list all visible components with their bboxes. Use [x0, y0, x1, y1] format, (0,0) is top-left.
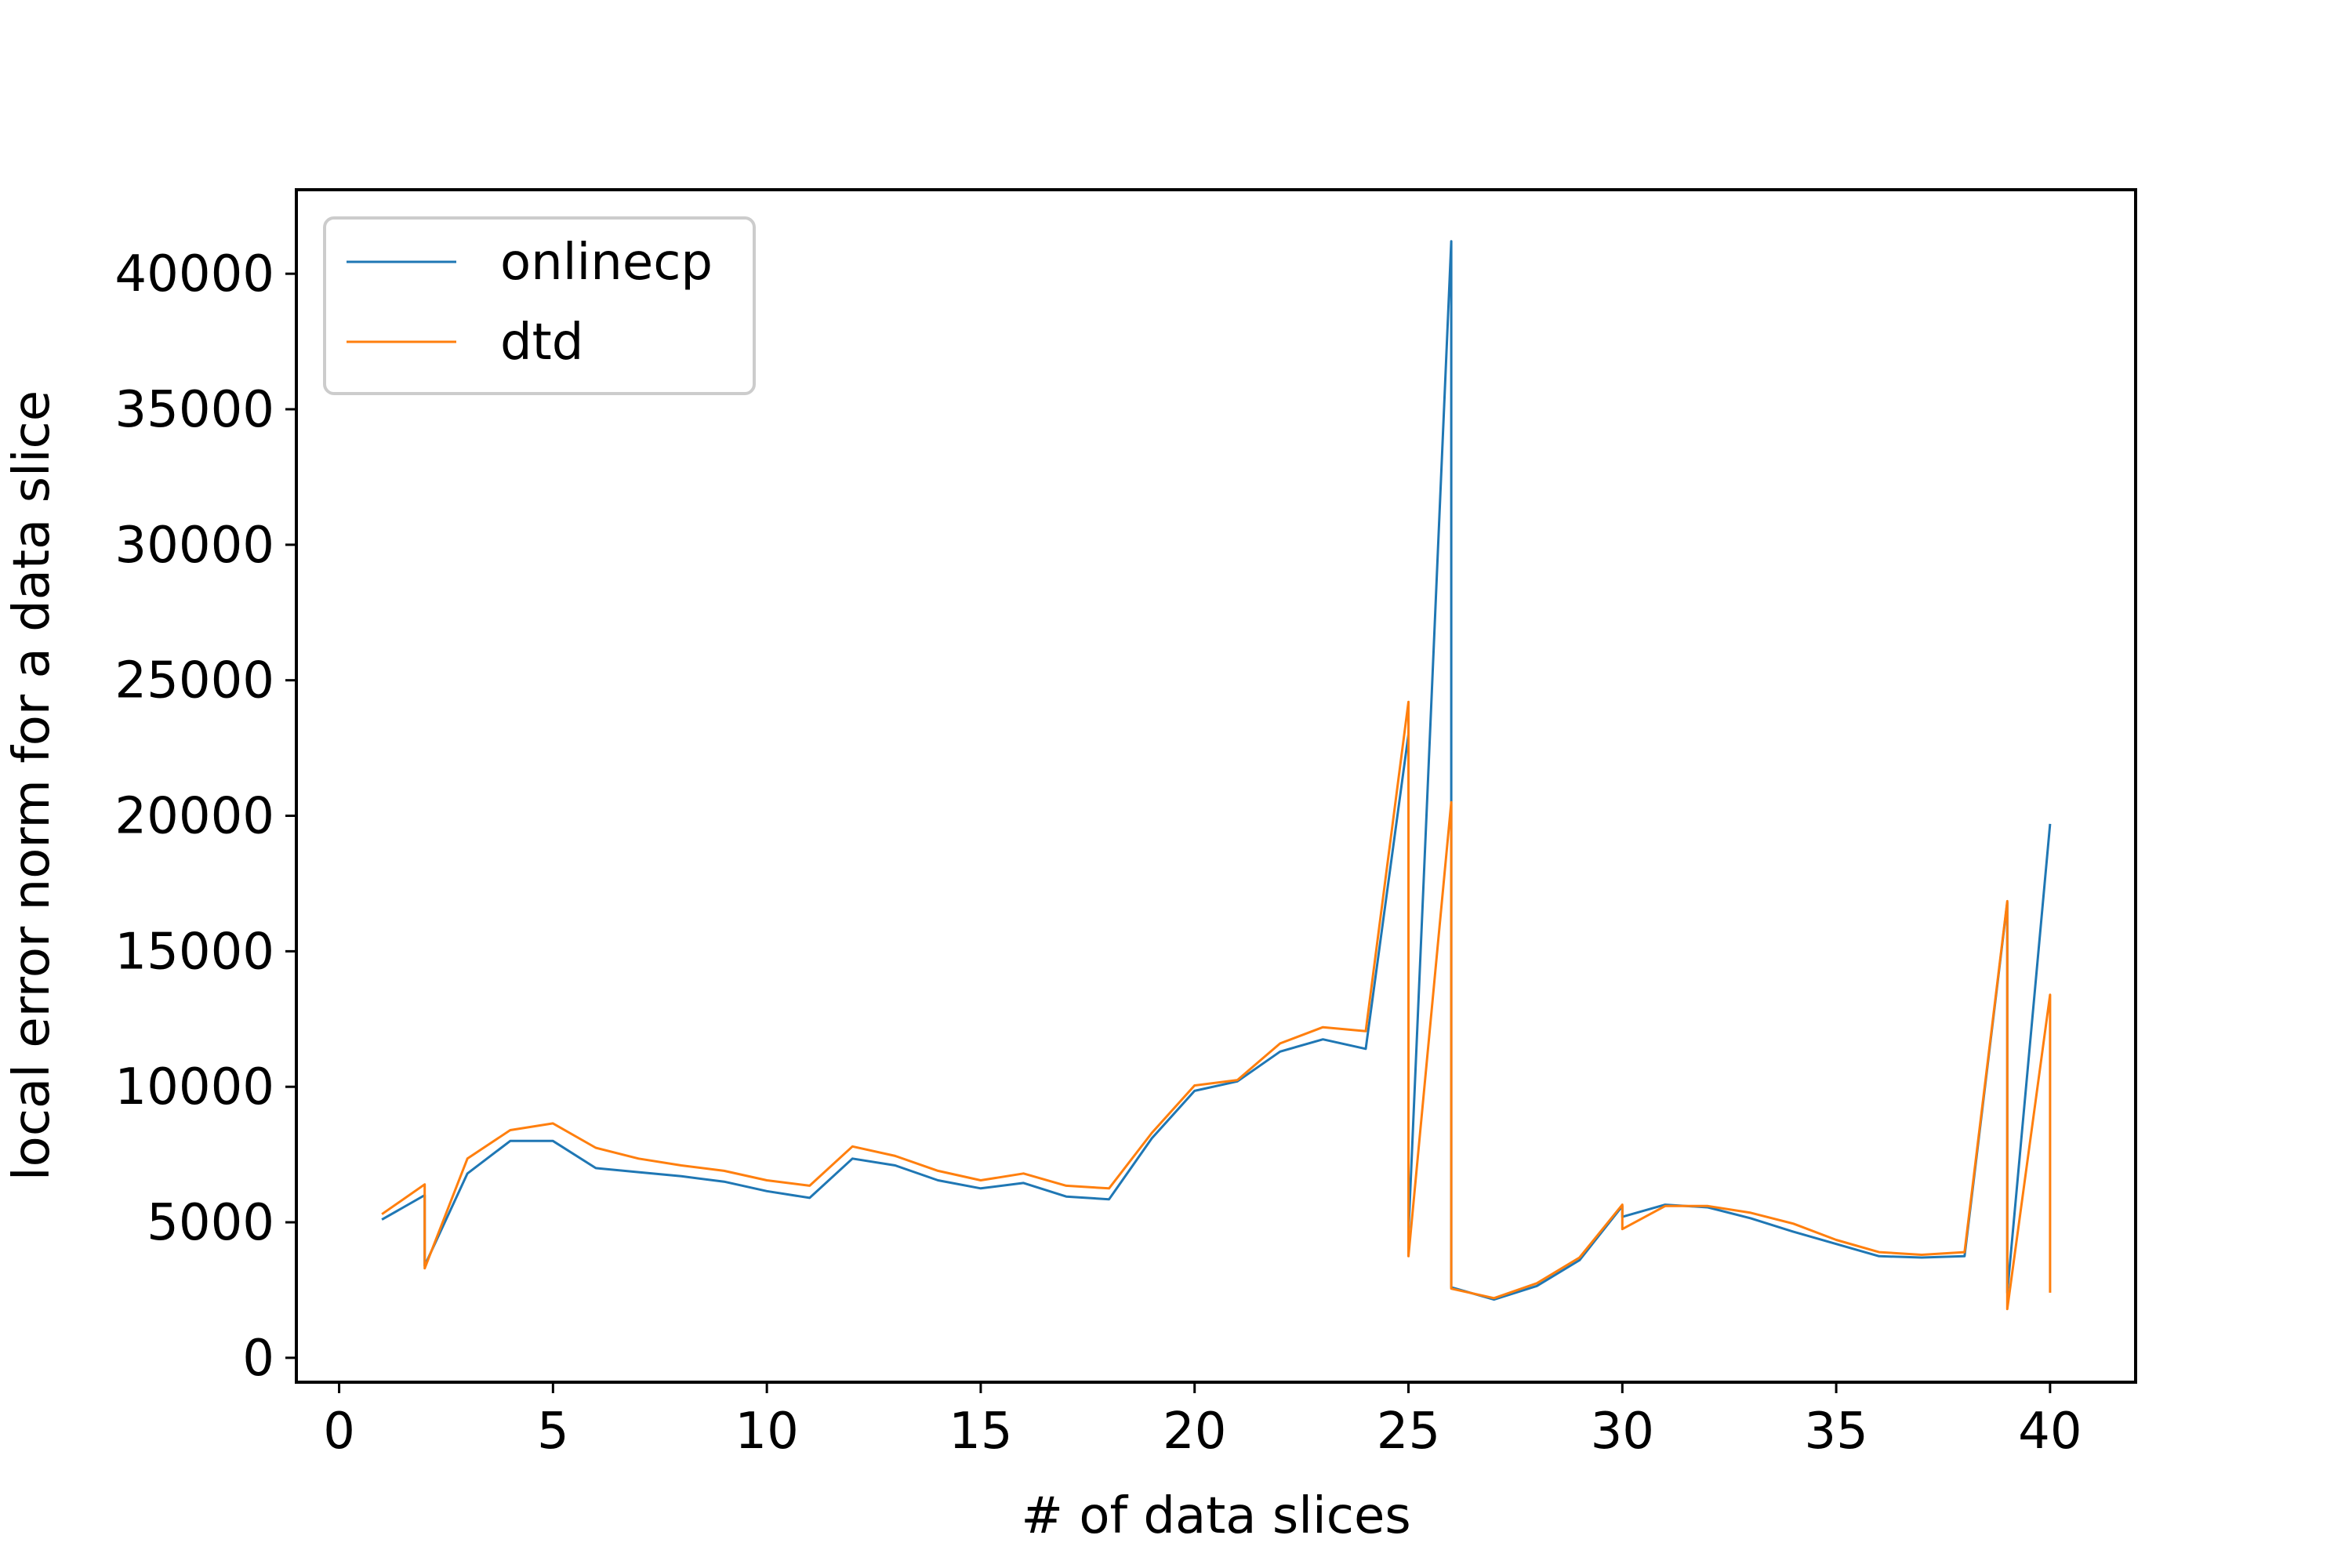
- plot-area: [381, 240, 2052, 1311]
- y-tick-label: 20000: [114, 788, 274, 846]
- x-tick-label: 35: [1804, 1403, 1867, 1461]
- x-tick-label: 25: [1377, 1403, 1440, 1461]
- axes-frame: [295, 188, 2137, 1384]
- legend: onlinecp dtd: [323, 216, 756, 395]
- y-tick-label: 30000: [114, 517, 274, 575]
- y-tick-label: 40000: [114, 245, 274, 303]
- y-tick-label: 0: [242, 1330, 274, 1388]
- series-line-onlinecp: [381, 240, 2052, 1301]
- y-tick-label: 10000: [114, 1058, 274, 1116]
- x-tick-label: 10: [735, 1403, 798, 1461]
- y-tick-label: 25000: [114, 652, 274, 710]
- x-tick-label: 0: [323, 1403, 355, 1461]
- y-tick-label: 35000: [114, 381, 274, 439]
- legend-label-onlinecp: onlinecp: [500, 234, 713, 292]
- y-tick-label: 5000: [147, 1194, 274, 1252]
- x-tick-label: 30: [1591, 1403, 1654, 1461]
- y-axis-title: local error norm for a data slice: [3, 390, 61, 1181]
- y-tick-label: 15000: [114, 923, 274, 981]
- x-tick-label: 5: [537, 1403, 569, 1461]
- x-tick-label: 15: [949, 1403, 1012, 1461]
- x-tick-label: 20: [1163, 1403, 1226, 1461]
- x-tick-label: 40: [2018, 1403, 2082, 1461]
- x-axis-title: # of data slices: [1021, 1487, 1410, 1545]
- axis-ticks: 0 5 10 15 20 25 30 35 40 0 5000 10000 15000 20000 2500…: [114, 245, 2082, 1461]
- series-line-dtd: [381, 700, 2052, 1311]
- legend-label-dtd: dtd: [500, 314, 583, 372]
